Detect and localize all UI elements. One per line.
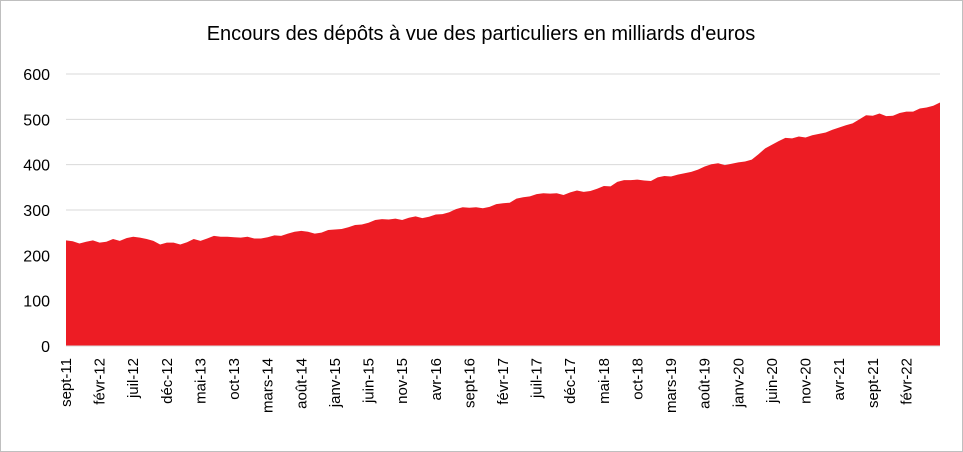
x-tick-label: janv-15 (327, 358, 344, 408)
series-area-layer (66, 102, 940, 346)
x-tick-label: oct-13 (226, 358, 243, 400)
x-tick-label: août-19 (697, 358, 714, 409)
x-tick-label: déc-17 (562, 358, 579, 404)
x-tick-label: juil-17 (529, 358, 546, 399)
y-tick-label: 600 (23, 67, 50, 84)
x-tick-label: mai-18 (596, 358, 613, 404)
x-tick-label: févr-12 (92, 358, 109, 405)
x-tick-label: févr-17 (495, 358, 512, 405)
y-tick-label: 300 (23, 203, 50, 220)
x-tick-label: nov-15 (394, 358, 411, 404)
x-tick-label: déc-12 (159, 358, 176, 404)
chart-title: Encours des dépôts à vue des particulier… (207, 23, 756, 45)
y-tick-label: 500 (23, 112, 50, 129)
x-tick-label: avr-21 (831, 358, 848, 401)
x-tick-label: sept-21 (865, 358, 882, 408)
series-area (66, 102, 940, 346)
y-tick-label: 0 (41, 339, 50, 356)
x-tick-label: sept-16 (461, 358, 478, 408)
y-tick-label: 200 (23, 248, 50, 265)
x-tick-label: juil-12 (125, 358, 142, 399)
x-tick-label: mars-19 (663, 358, 680, 413)
x-tick-label: avr-16 (428, 358, 445, 401)
x-tick-label: sept-11 (58, 358, 75, 407)
y-tick-label: 400 (23, 158, 50, 175)
x-tick-label: nov-20 (798, 358, 815, 404)
x-tick-label: janv-20 (730, 358, 747, 408)
x-tick-label: août-14 (293, 358, 310, 409)
x-tick-label: mai-13 (193, 358, 210, 404)
x-tick-label: juin-15 (361, 358, 378, 404)
x-tick-label: oct-18 (630, 358, 647, 400)
x-tick-label: juin-20 (764, 358, 781, 404)
x-tick-label: mars-14 (260, 358, 277, 413)
x-axis-ticks: sept-11 févr-12 juil-12 déc-12 mai-13 oct-13 m… (58, 358, 915, 413)
y-tick-label: 100 (23, 294, 50, 311)
x-tick-label: févr-22 (898, 358, 915, 405)
y-axis-ticks: 0 100 200 300 400 500 600 (23, 67, 50, 356)
